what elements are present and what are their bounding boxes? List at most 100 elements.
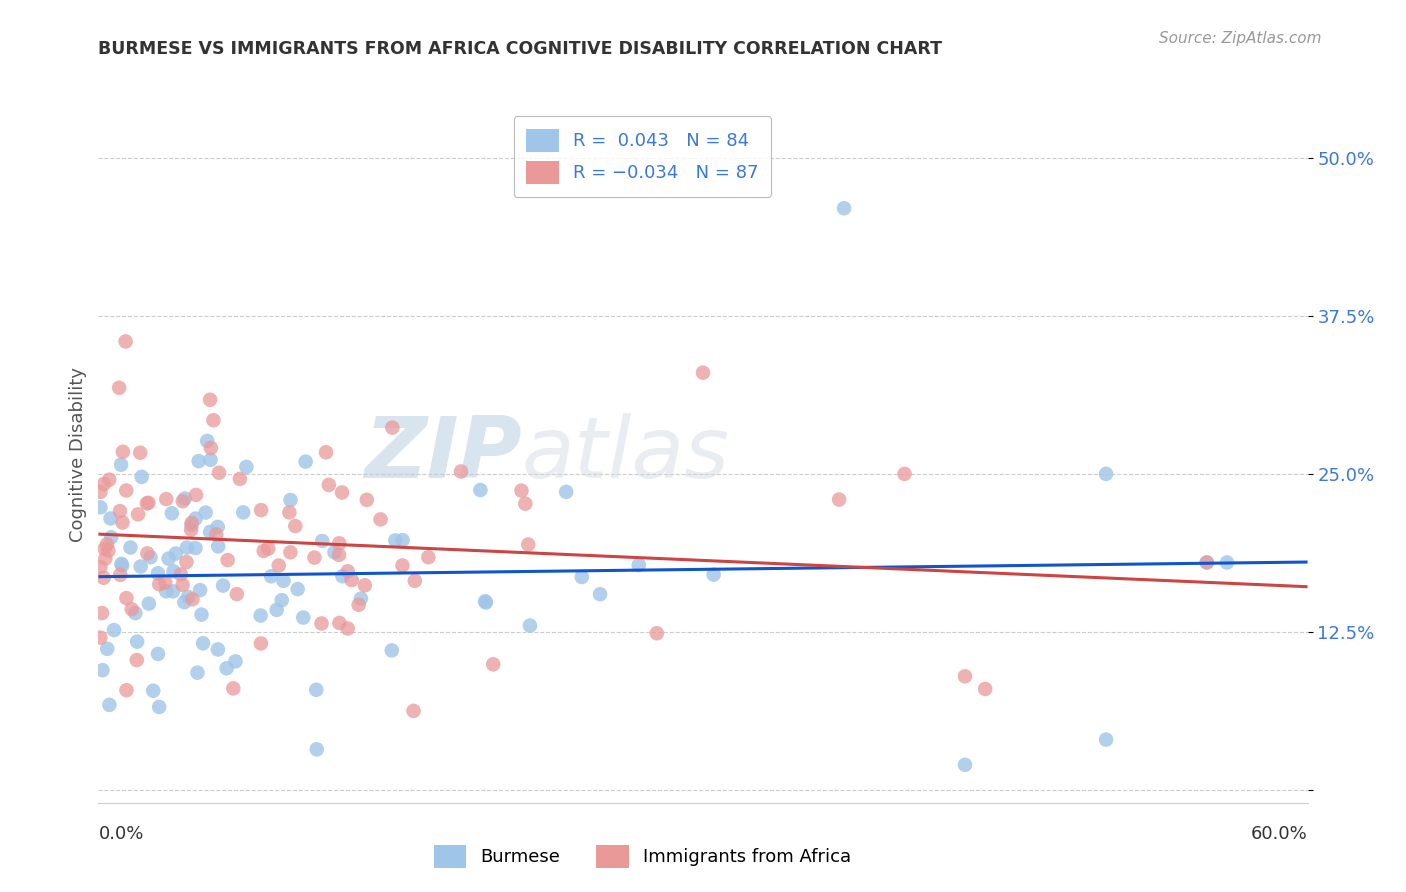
Point <box>311 533 333 548</box>
Point <box>347 598 370 612</box>
Point <box>225 587 247 601</box>
Point <box>250 503 273 517</box>
Point <box>157 551 180 566</box>
Point <box>232 505 254 519</box>
Point <box>257 541 280 556</box>
Point <box>89 500 111 515</box>
Point <box>450 465 472 479</box>
Point <box>124 606 146 620</box>
Point <box>125 653 148 667</box>
Point <box>180 523 202 537</box>
Point <box>224 654 246 668</box>
Point <box>111 516 134 530</box>
Point <box>278 505 301 519</box>
Point <box>482 657 505 672</box>
Legend: Burmese, Immigrants from Africa: Burmese, Immigrants from Africa <box>420 832 865 880</box>
Point <box>129 559 152 574</box>
Point <box>108 381 131 395</box>
Point <box>519 618 541 632</box>
Text: 60.0%: 60.0% <box>1251 825 1308 843</box>
Point <box>176 555 198 569</box>
Point <box>173 491 195 506</box>
Point <box>91 663 114 677</box>
Point <box>391 558 413 573</box>
Point <box>148 577 170 591</box>
Point <box>165 547 187 561</box>
Point <box>294 454 316 468</box>
Point <box>108 504 131 518</box>
Point <box>354 578 377 592</box>
Point <box>187 454 209 468</box>
Point <box>93 541 115 556</box>
Point <box>391 533 413 548</box>
Point <box>571 570 593 584</box>
Point <box>589 587 612 601</box>
Point <box>93 571 115 585</box>
Point <box>195 434 218 448</box>
Point <box>267 558 290 573</box>
Point <box>207 540 229 554</box>
Point <box>266 603 288 617</box>
Point <box>94 551 117 566</box>
Point <box>115 591 138 606</box>
Point <box>253 544 276 558</box>
Point <box>181 592 204 607</box>
Point <box>645 626 668 640</box>
Point <box>974 681 997 696</box>
Point <box>328 548 350 562</box>
Point <box>114 334 136 349</box>
Point <box>110 557 132 571</box>
Point <box>692 366 714 380</box>
Point <box>205 527 228 541</box>
Point <box>332 569 354 583</box>
Point <box>96 537 118 551</box>
Point <box>249 608 271 623</box>
Point <box>155 492 177 507</box>
Point <box>110 567 132 582</box>
Point <box>176 541 198 555</box>
Point <box>202 413 225 427</box>
Point <box>384 533 406 548</box>
Point <box>953 669 976 683</box>
Point <box>129 446 152 460</box>
Point <box>153 575 176 590</box>
Point <box>832 201 855 215</box>
Point <box>517 537 540 551</box>
Point <box>207 642 229 657</box>
Point <box>273 574 295 588</box>
Point <box>222 681 245 696</box>
Y-axis label: Cognitive Disability: Cognitive Disability <box>69 368 87 542</box>
Point <box>127 634 149 648</box>
Point <box>1095 467 1118 481</box>
Point <box>340 573 363 587</box>
Point <box>1195 556 1218 570</box>
Point <box>1216 556 1239 570</box>
Point <box>212 578 235 592</box>
Point <box>474 594 496 608</box>
Point <box>235 459 257 474</box>
Point <box>953 757 976 772</box>
Point <box>328 536 350 550</box>
Point <box>215 661 238 675</box>
Point <box>190 607 212 622</box>
Point <box>311 616 333 631</box>
Point <box>381 420 404 434</box>
Point <box>180 518 202 533</box>
Point <box>381 643 404 657</box>
Point <box>229 472 252 486</box>
Point <box>91 606 114 620</box>
Point <box>100 511 122 525</box>
Point <box>200 441 222 455</box>
Point <box>89 560 111 574</box>
Text: ZIP: ZIP <box>364 413 522 497</box>
Point <box>131 470 153 484</box>
Point <box>98 473 121 487</box>
Point <box>350 591 373 606</box>
Point <box>402 704 425 718</box>
Point <box>184 511 207 525</box>
Text: BURMESE VS IMMIGRANTS FROM AFRICA COGNITIVE DISABILITY CORRELATION CHART: BURMESE VS IMMIGRANTS FROM AFRICA COGNIT… <box>98 40 942 58</box>
Point <box>828 492 851 507</box>
Point <box>305 682 328 697</box>
Point <box>162 584 184 599</box>
Point <box>136 546 159 560</box>
